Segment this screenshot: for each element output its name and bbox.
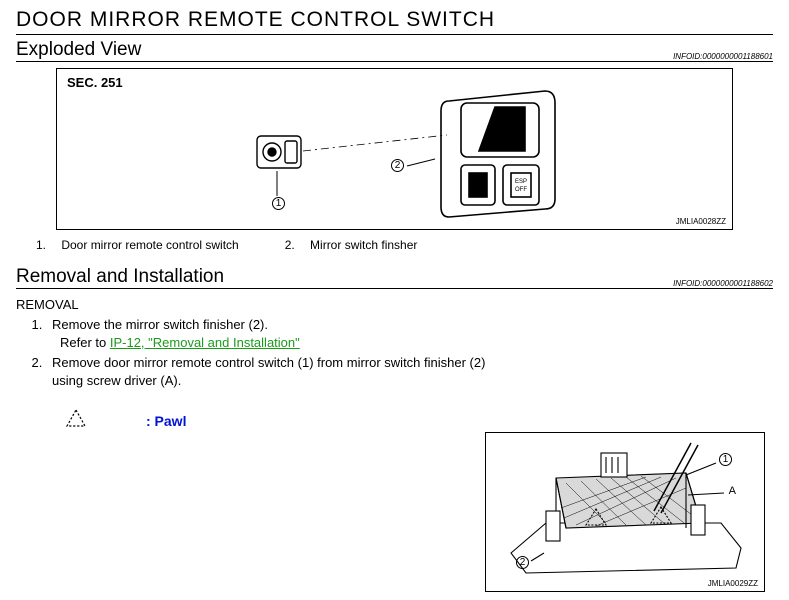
infoid-2: INFOID:0000000001188602 — [673, 279, 773, 288]
step-1: Remove the mirror switch finisher (2). R… — [46, 316, 773, 351]
exploded-view-figure: SEC. 251 ESP OFF 1 2 JMLIA0028ZZ — [56, 68, 733, 230]
section-exploded-view-header: Exploded View INFOID:0000000001188601 — [16, 39, 773, 62]
pawl-triangle-icon — [66, 409, 86, 432]
infoid-1: INFOID:0000000001188601 — [673, 52, 773, 61]
bottom-callout-2: 2 — [516, 556, 529, 569]
legend-text-1: Door mirror remote control switch — [61, 238, 281, 252]
pawl-label: : Pawl — [146, 413, 186, 429]
section-removal-header: Removal and Installation INFOID:00000000… — [16, 266, 773, 289]
removal-figure: 1 A 2 JMLIA0029ZZ — [485, 432, 765, 592]
step-1-refer: Refer to — [60, 335, 110, 350]
step-2: Remove door mirror remote control switch… — [46, 354, 486, 389]
legend-row: 1. Door mirror remote control switch 2. … — [36, 238, 773, 252]
removal-installation-heading: Removal and Installation — [16, 266, 224, 288]
bottom-callout-a: A — [729, 485, 736, 497]
bottom-callout-1: 1 — [719, 453, 732, 466]
page-title: DOOR MIRROR REMOTE CONTROL SWITCH — [16, 8, 773, 35]
callout-2: 2 — [391, 159, 404, 172]
figure-code-1: JMLIA0028ZZ — [676, 217, 726, 226]
figure-code-2: JMLIA0029ZZ — [708, 579, 758, 588]
svg-text:ESP: ESP — [515, 179, 527, 185]
ip12-link[interactable]: IP-12, "Removal and Installation" — [110, 335, 300, 350]
removal-steps: Remove the mirror switch finisher (2). R… — [46, 316, 773, 389]
svg-text:OFF: OFF — [515, 187, 527, 193]
exploded-view-diagram: ESP OFF — [77, 81, 717, 221]
removal-subheading: REMOVAL — [16, 297, 773, 312]
callout-1: 1 — [272, 197, 285, 210]
exploded-view-heading: Exploded View — [16, 39, 141, 61]
pawl-legend: : Pawl — [66, 409, 773, 432]
legend-text-2: Mirror switch finsher — [310, 238, 417, 252]
legend-num-1: 1. — [36, 238, 58, 252]
step-1-text: Remove the mirror switch finisher (2). — [52, 317, 268, 332]
legend-num-2: 2. — [285, 238, 307, 252]
